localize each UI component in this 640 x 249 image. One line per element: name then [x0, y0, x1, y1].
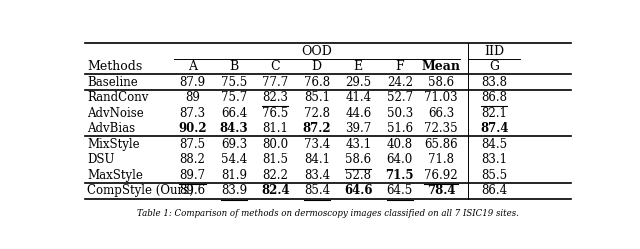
Text: 24.2: 24.2	[387, 76, 413, 89]
Text: 76.92: 76.92	[424, 169, 458, 182]
Text: 87.9: 87.9	[179, 76, 205, 89]
Text: 64.5: 64.5	[387, 184, 413, 197]
Text: 86.4: 86.4	[481, 184, 508, 197]
Text: 39.7: 39.7	[345, 122, 371, 135]
Text: 87.4: 87.4	[480, 122, 508, 135]
Text: 71.5: 71.5	[385, 169, 414, 182]
Text: OOD: OOD	[301, 45, 332, 58]
Text: 89.6: 89.6	[179, 184, 205, 197]
Text: 71.8: 71.8	[428, 153, 454, 166]
Text: 50.3: 50.3	[387, 107, 413, 120]
Text: 29.5: 29.5	[345, 76, 371, 89]
Text: 83.9: 83.9	[221, 184, 247, 197]
Text: 58.6: 58.6	[345, 153, 371, 166]
Text: 81.9: 81.9	[221, 169, 247, 182]
Text: 75.5: 75.5	[221, 76, 247, 89]
Text: 76.5: 76.5	[262, 107, 289, 120]
Text: Methods: Methods	[88, 60, 143, 73]
Text: 82.2: 82.2	[262, 169, 289, 182]
Text: 52.8: 52.8	[346, 169, 371, 182]
Text: Mean: Mean	[422, 60, 461, 73]
Text: 52.7: 52.7	[387, 91, 413, 104]
Text: 88.2: 88.2	[180, 153, 205, 166]
Text: 75.7: 75.7	[221, 91, 247, 104]
Text: 54.4: 54.4	[221, 153, 247, 166]
Text: C: C	[271, 60, 280, 73]
Text: 84.5: 84.5	[481, 138, 508, 151]
Text: 64.6: 64.6	[344, 184, 372, 197]
Text: G: G	[489, 60, 499, 73]
Text: 41.4: 41.4	[345, 91, 371, 104]
Text: D: D	[312, 60, 322, 73]
Text: 84.3: 84.3	[220, 122, 248, 135]
Text: 87.2: 87.2	[303, 122, 331, 135]
Text: 82.1: 82.1	[481, 107, 507, 120]
Text: 77.7: 77.7	[262, 76, 289, 89]
Text: 72.8: 72.8	[304, 107, 330, 120]
Text: A: A	[188, 60, 197, 73]
Text: IID: IID	[484, 45, 504, 58]
Text: Table 1: Comparison of methods on dermoscopy images classified on all 7 ISIC19 s: Table 1: Comparison of methods on dermos…	[137, 209, 519, 218]
Text: 69.3: 69.3	[221, 138, 247, 151]
Text: Baseline: Baseline	[88, 76, 138, 89]
Text: E: E	[354, 60, 363, 73]
Text: RandConv: RandConv	[88, 91, 149, 104]
Text: MixStyle: MixStyle	[88, 138, 140, 151]
Text: 73.4: 73.4	[304, 138, 330, 151]
Text: 85.5: 85.5	[481, 169, 508, 182]
Text: 66.3: 66.3	[428, 107, 454, 120]
Text: AdvBias: AdvBias	[88, 122, 136, 135]
Text: 84.1: 84.1	[304, 153, 330, 166]
Text: 64.0: 64.0	[387, 153, 413, 166]
Text: 81.5: 81.5	[262, 153, 289, 166]
Text: 43.1: 43.1	[345, 138, 371, 151]
Text: CompStyle (Ours): CompStyle (Ours)	[88, 184, 194, 197]
Text: 76.8: 76.8	[304, 76, 330, 89]
Text: F: F	[396, 60, 404, 73]
Text: 66.4: 66.4	[221, 107, 247, 120]
Text: 83.1: 83.1	[481, 153, 507, 166]
Text: 72.35: 72.35	[424, 122, 458, 135]
Text: 78.4: 78.4	[427, 184, 456, 197]
Text: 80.0: 80.0	[262, 138, 289, 151]
Text: 82.3: 82.3	[262, 91, 289, 104]
Text: 65.86: 65.86	[424, 138, 458, 151]
Text: 83.4: 83.4	[304, 169, 330, 182]
Text: MaxStyle: MaxStyle	[88, 169, 143, 182]
Text: 89.7: 89.7	[179, 169, 205, 182]
Text: 89: 89	[185, 91, 200, 104]
Text: 51.6: 51.6	[387, 122, 413, 135]
Text: 85.4: 85.4	[304, 184, 330, 197]
Text: 82.4: 82.4	[261, 184, 290, 197]
Text: 71.03: 71.03	[424, 91, 458, 104]
Text: AdvNoise: AdvNoise	[88, 107, 144, 120]
Text: 44.6: 44.6	[345, 107, 371, 120]
Text: 90.2: 90.2	[178, 122, 207, 135]
Text: 86.8: 86.8	[481, 91, 507, 104]
Text: DSU: DSU	[88, 153, 115, 166]
Text: 58.6: 58.6	[428, 76, 454, 89]
Text: B: B	[229, 60, 239, 73]
Text: 40.8: 40.8	[387, 138, 413, 151]
Text: 85.1: 85.1	[304, 91, 330, 104]
Text: 83.8: 83.8	[481, 76, 507, 89]
Text: 81.1: 81.1	[262, 122, 289, 135]
Text: 87.5: 87.5	[179, 138, 205, 151]
Text: 87.3: 87.3	[179, 107, 205, 120]
